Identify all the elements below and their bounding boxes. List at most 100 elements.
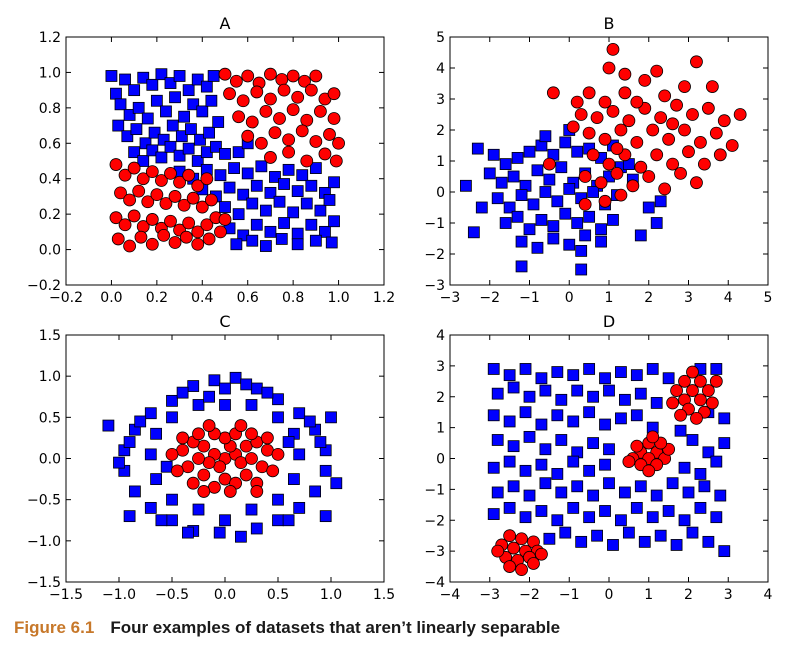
subplot-a-square-point bbox=[182, 84, 195, 97]
subplot-d-square-point bbox=[571, 384, 584, 397]
subplot-c-square-point bbox=[166, 411, 178, 424]
subplot-c-square-point bbox=[245, 503, 258, 516]
subplot-b-circle-point bbox=[634, 160, 648, 174]
subplot-d-square-point bbox=[638, 535, 651, 548]
subplot-d-circle-point bbox=[630, 439, 644, 453]
subplot-b-circle-point bbox=[590, 111, 604, 124]
subplot-c-square-point bbox=[245, 399, 258, 411]
subplot-b-circle-point bbox=[678, 80, 691, 93]
subplot-d-square-point bbox=[603, 443, 615, 456]
subplot-d-square-point bbox=[507, 381, 520, 394]
subplot-d-square-point bbox=[583, 464, 596, 477]
subplot-b-circle-point bbox=[578, 170, 592, 183]
subplot-d-square-point bbox=[619, 486, 631, 499]
subplot-b-xtick-label: 2 bbox=[644, 290, 653, 306]
subplot-a-ytick-label: −0.2 bbox=[27, 278, 61, 294]
subplot-c-square-point bbox=[309, 485, 322, 498]
subplot-a-circle-point bbox=[159, 197, 173, 210]
subplot-b-title: B bbox=[604, 14, 615, 33]
subplot-d-xtick-label: −4 bbox=[440, 587, 461, 600]
subplot-c-square-point bbox=[219, 382, 231, 395]
subplot-d-square-point bbox=[523, 489, 536, 502]
subplot-a-circle-point bbox=[309, 135, 323, 148]
subplot-a-square-point bbox=[119, 73, 131, 86]
subplot-c-square-point bbox=[272, 493, 284, 506]
subplot-b-xtick-label: 3 bbox=[684, 290, 693, 306]
subplot-b-square-point bbox=[539, 186, 552, 198]
subplot-c-circle-point bbox=[223, 485, 237, 498]
subplot-c-square-point bbox=[166, 514, 178, 527]
subplot-d-square-point bbox=[503, 369, 516, 382]
subplot-a-circle-point bbox=[177, 198, 191, 212]
subplot-d-square-point bbox=[535, 418, 548, 431]
subplot-d-square-point bbox=[507, 480, 520, 493]
subplot-c-square-point bbox=[144, 501, 157, 514]
subplot-b-square-point bbox=[563, 182, 576, 195]
subplot-a-circle-point bbox=[123, 239, 137, 253]
subplot-d-square-point bbox=[583, 511, 596, 524]
subplot-a-circle-point bbox=[291, 90, 305, 104]
subplot-d-ytick-label: −1 bbox=[424, 482, 445, 498]
subplot-c-square-point bbox=[203, 390, 216, 403]
subplot-a-circle-point bbox=[327, 112, 341, 125]
subplot-c-points bbox=[102, 371, 343, 543]
subplot-a-square-point bbox=[287, 206, 300, 219]
subplot-d-xtick-label: −1 bbox=[559, 587, 580, 600]
subplot-d-square-point bbox=[523, 390, 536, 403]
subplot-b-square-point bbox=[607, 213, 619, 226]
subplot-b-circle-point bbox=[646, 123, 660, 137]
subplot-c-circle-point bbox=[176, 431, 190, 445]
subplot-b-circle-point bbox=[546, 86, 560, 100]
subplot-d-circle-point bbox=[678, 374, 691, 388]
subplot-a-ytick-label: 1.0 bbox=[39, 65, 61, 81]
subplot-a-circle-point bbox=[136, 172, 150, 186]
subplot-b-square-point bbox=[499, 217, 512, 229]
subplot-a-square-point bbox=[157, 133, 170, 146]
subplot-b-circle-point bbox=[654, 111, 668, 124]
subplot-b-circle-point bbox=[598, 194, 612, 208]
subplot-c-square-point bbox=[287, 473, 300, 485]
subplot-b-circle-point bbox=[582, 86, 596, 100]
subplot-a-square-point bbox=[223, 181, 236, 194]
subplot-a-square-point bbox=[150, 94, 163, 107]
subplot-d-circle-point bbox=[515, 532, 528, 546]
subplot-d-square-point bbox=[714, 489, 727, 502]
subplot-d-square-point bbox=[710, 363, 723, 375]
subplot-c-ytick-label: 1.5 bbox=[39, 328, 61, 344]
subplot-d-square-point bbox=[607, 539, 619, 551]
subplot-a-square-point bbox=[259, 204, 272, 217]
subplot-a-square-point bbox=[230, 238, 243, 251]
subplot-c-circle-point bbox=[260, 431, 274, 445]
subplot-d-square-point bbox=[583, 363, 596, 375]
subplot-d-square-point bbox=[587, 489, 599, 502]
subplot-a-xtick-label: 0.4 bbox=[191, 290, 213, 306]
subplot-c-square-point bbox=[113, 456, 125, 469]
subplot-a-circle-point bbox=[313, 105, 327, 118]
subplot-b-circle-point bbox=[618, 67, 632, 81]
subplot-d-square-point bbox=[551, 514, 564, 527]
subplot-a-circle-point bbox=[329, 154, 343, 168]
subplot-d-ytick-label: −2 bbox=[424, 513, 445, 529]
subplot-d-square-point bbox=[666, 477, 679, 490]
subplot-b-circle-point bbox=[602, 157, 616, 171]
subplot-c-square-point bbox=[144, 448, 157, 461]
subplot-a-square-point bbox=[319, 225, 331, 238]
subplot-d-square-point bbox=[583, 406, 596, 419]
subplot-c-circle-point bbox=[170, 464, 184, 478]
subplot-b-square-point bbox=[467, 226, 480, 239]
subplot-c-ytick-label: −1.5 bbox=[27, 575, 61, 591]
subplot-a-circle-point bbox=[182, 216, 196, 230]
subplot-a-circle-point bbox=[141, 195, 155, 209]
subplot-d-square-point bbox=[718, 545, 731, 558]
subplot-c-square-point bbox=[208, 374, 221, 387]
subplot-d-square-point bbox=[543, 532, 556, 545]
subplot-b-square-point bbox=[535, 213, 548, 226]
subplot-a-square-point bbox=[112, 119, 125, 132]
subplot-a: A −0.2 0.0 0.2 0.4 0.6 0.8 1.0 1.2 −0.2 0.0 0.2 0.4 0… bbox=[27, 14, 395, 306]
subplot-d-circle-point bbox=[686, 384, 699, 397]
subplot-d-square-point bbox=[567, 455, 580, 468]
subplot-c-circle-point bbox=[245, 452, 258, 465]
subplot-b-ytick-label: −2 bbox=[424, 247, 445, 263]
subplot-a-square-point bbox=[173, 70, 186, 82]
subplot-a-square-point bbox=[255, 160, 268, 173]
